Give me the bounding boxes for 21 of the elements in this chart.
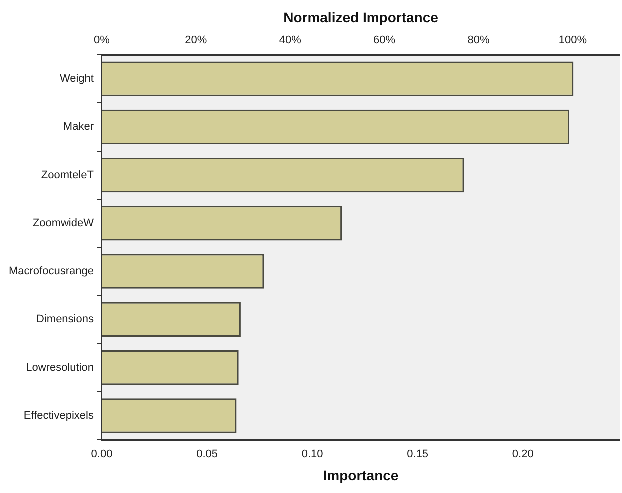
y-tick-label: Macrofocusrange	[8, 266, 94, 278]
y-tick-label: ZoomteleT	[41, 169, 94, 182]
x-tick-label: 0.00	[91, 448, 113, 461]
x2-tick-label: 0%	[94, 34, 110, 46]
y-tick-label: Dimensions	[36, 314, 94, 326]
y-tick-label: Weight	[60, 73, 94, 86]
x2-tick-label: 40%	[279, 34, 302, 46]
x2-tick-label: 80%	[468, 34, 490, 46]
y-tick-label: Effectivepixels	[24, 410, 94, 422]
y-tick-label: ZoomwideW	[32, 217, 95, 230]
x-tick-label: 0.10	[302, 448, 324, 461]
x-tick-label: 0.05	[196, 448, 218, 461]
y-tick-label: Maker	[63, 121, 94, 134]
x2-tick-label: 100%	[558, 34, 588, 46]
x2-tick-label: 20%	[185, 34, 208, 46]
x-axis-title: Importance	[323, 467, 399, 484]
x-tick-label: 0.20	[512, 448, 534, 461]
y-tick-label: Lowresolution	[26, 362, 94, 374]
x2-tick-label: 60%	[374, 34, 396, 46]
x-tick-label: 0.15	[407, 448, 429, 461]
x2-axis-title: Normalized Importance	[284, 9, 439, 26]
